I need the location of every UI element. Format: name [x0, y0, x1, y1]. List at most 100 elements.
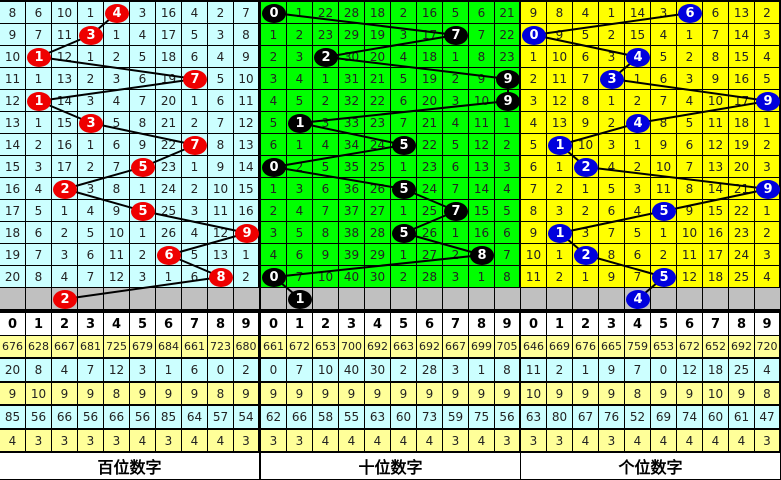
grid-cell: 10: [52, 2, 78, 24]
stat-cell: 9: [651, 383, 677, 405]
grid-cell: 2: [651, 244, 677, 266]
panel-label: 百位数字: [0, 453, 259, 479]
grid-cell: 16: [729, 68, 755, 90]
grid-cell: 2: [573, 200, 599, 222]
grid-cell: 12: [104, 266, 130, 288]
grid-cell: 2: [521, 68, 547, 90]
stat-cell: 9: [417, 383, 443, 405]
stat-cell: 10: [313, 359, 339, 382]
digit-header: 6: [417, 313, 443, 336]
grid-cell: 23: [417, 156, 443, 178]
stat-cell: 9: [599, 383, 625, 405]
grid-cell: 4: [651, 24, 677, 46]
grid-cell: 16: [156, 2, 182, 24]
grid-cell: 6: [104, 134, 130, 156]
grid-cell: 7: [521, 178, 547, 200]
stat-cell: 66: [104, 406, 130, 429]
grid-cell: 3: [599, 46, 625, 68]
grid-cell: 7: [677, 156, 703, 178]
stat-cell: 8: [208, 383, 234, 405]
grid-cell: 4: [443, 112, 469, 134]
stat-cell: 25: [729, 359, 755, 382]
pending-cell: [677, 288, 703, 310]
stat-cell: 9: [0, 383, 26, 405]
stat-cell: 6: [182, 359, 208, 382]
grid-cell: 14: [234, 156, 259, 178]
stat-cell: 8: [495, 359, 520, 382]
stat-cell: 56: [26, 406, 52, 429]
stat-cell: 3: [104, 430, 130, 452]
grid-cell: 8: [495, 266, 520, 288]
grid-cell: 5: [104, 112, 130, 134]
grid-cell: 2: [443, 244, 469, 266]
grid-cell: 23: [729, 222, 755, 244]
grid-cell: 18: [417, 46, 443, 68]
draw-ball: 4: [626, 113, 650, 133]
grid-cell: 1: [443, 222, 469, 244]
grid-cell: 10: [703, 90, 729, 112]
grid-cell: 2: [261, 46, 287, 68]
grid-cell: 9: [104, 200, 130, 222]
digit-header: 2: [573, 313, 599, 336]
stat-cell: 9: [729, 383, 755, 405]
grid-cell: 8: [469, 46, 495, 68]
grid-cell: 8: [599, 244, 625, 266]
stat-cell: 9: [52, 383, 78, 405]
stat-cell: 64: [182, 406, 208, 429]
grid-cell: 2: [208, 2, 234, 24]
draw-ball: 0: [522, 25, 546, 45]
grid-cell: 22: [495, 24, 520, 46]
grid-cell: 5: [443, 2, 469, 24]
grid-cell: 25: [729, 266, 755, 288]
grid-cell: 1: [599, 90, 625, 112]
grid-cell: 9: [234, 46, 259, 68]
grid-cell: 22: [417, 134, 443, 156]
grid-cell: 5: [573, 24, 599, 46]
stat-cell: 676: [573, 336, 599, 358]
grid-cell: 13: [703, 156, 729, 178]
draw-ball: 5: [392, 179, 416, 199]
grid-cell: 14: [0, 134, 26, 156]
grid-cell: 4: [755, 266, 780, 288]
stat-cell: 54: [234, 406, 259, 429]
grid-cell: 20: [0, 266, 26, 288]
grid-cell: 2: [391, 266, 417, 288]
grid-cell: 1: [182, 90, 208, 112]
grid-cell: 1: [443, 46, 469, 68]
grid-cell: 37: [339, 200, 365, 222]
grid-cell: 2: [495, 134, 520, 156]
grid-cell: 7: [625, 266, 651, 288]
grid-cell: 13: [547, 112, 573, 134]
grid-cell: 16: [234, 200, 259, 222]
stat-cell: 80: [547, 406, 573, 429]
grid-cell: 9: [130, 134, 156, 156]
grid-cell: 3: [443, 90, 469, 112]
stat-cell: 720: [755, 336, 780, 358]
stat-cell: 3: [130, 359, 156, 382]
stat-cell: 52: [625, 406, 651, 429]
stat-cell: 3: [261, 430, 287, 452]
grid-cell: 13: [208, 244, 234, 266]
grid-cell: 4: [287, 68, 313, 90]
grid-cell: 4: [625, 200, 651, 222]
grid-cell: 25: [156, 200, 182, 222]
stat-cell: 3: [26, 430, 52, 452]
grid-cell: 15: [0, 156, 26, 178]
digit-header: 6: [677, 313, 703, 336]
grid-cell: 4: [521, 112, 547, 134]
grid-cell: 7: [104, 156, 130, 178]
grid-cell: 12: [0, 90, 26, 112]
pending-cell: [208, 288, 234, 310]
draw-ball: 0: [262, 3, 286, 23]
stat-cell: 18: [703, 359, 729, 382]
digit-header: 8: [729, 313, 755, 336]
stat-cell: 47: [755, 406, 780, 429]
grid-cell: 3: [78, 90, 104, 112]
grid-cell: 13: [52, 68, 78, 90]
grid-cell: 5: [208, 68, 234, 90]
grid-cell: 9: [313, 244, 339, 266]
stat-cell: 9: [78, 383, 104, 405]
grid-cell: 6: [261, 134, 287, 156]
grid-cell: 25: [365, 156, 391, 178]
grid-cell: 2: [313, 90, 339, 112]
